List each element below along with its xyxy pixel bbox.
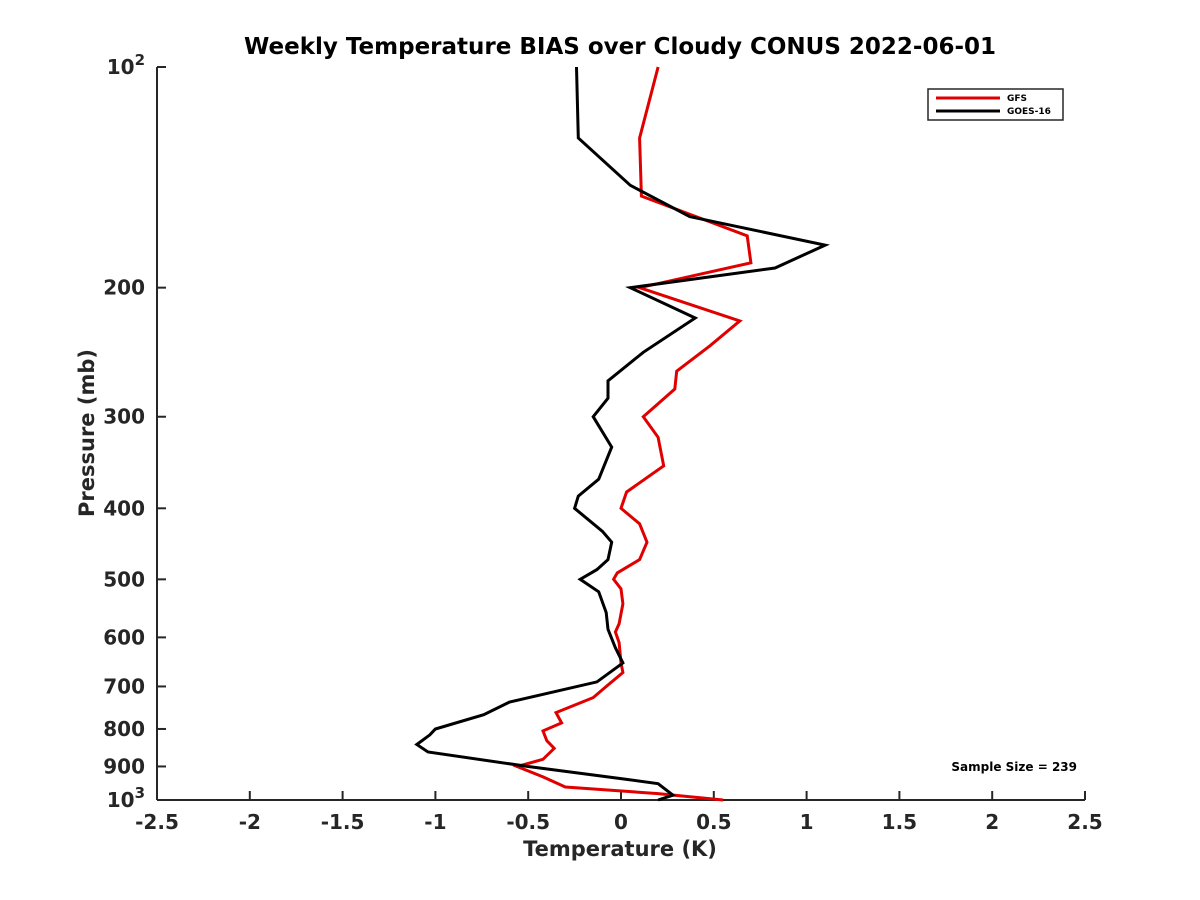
y-tick-label: 300 [103,405,145,429]
legend-box [927,88,1064,121]
x-tick-label: 2 [985,810,999,834]
legend-label: GFS [1007,94,1027,104]
x-tick-label: 1 [800,810,814,834]
chart-title: Weekly Temperature BIAS over Cloudy CONU… [244,34,996,60]
y-tick-label: 102 [107,51,145,79]
y-tick-label: 103 [107,784,145,812]
x-tick-label: 0 [614,810,628,834]
x-tick-label: 2.5 [1067,810,1102,834]
y-tick-label: 400 [103,496,145,520]
y-tick-label: 600 [103,625,145,649]
y-tick-label: 800 [103,717,145,741]
x-tick-label: -2 [239,810,261,834]
series-line-goes-16 [414,66,830,802]
sample-size-annotation: Sample Size = 239 [951,760,1077,774]
x-tick-label: -1.5 [321,810,365,834]
series-line-gfs [512,66,753,802]
x-tick-label: -2.5 [135,810,179,834]
y-tick-label: 900 [103,754,145,778]
y-tick-label: 500 [103,567,145,591]
x-tick-label: 0.5 [696,810,731,834]
axes: -2.5 -2 -1.5 -1 -0.5 0 0.5 1 1.5 2 2.5 102 200 300 400… [103,51,1102,834]
series-lines [414,66,830,802]
x-tick-label: -0.5 [506,810,550,834]
legend-label: GOES-16 [1007,107,1051,117]
x-axis-label: Temperature (K) [523,837,717,861]
y-tick-label: 700 [103,674,145,698]
x-tick-label: 1.5 [882,810,917,834]
x-tick-label: -1 [424,810,446,834]
y-tick-label: 200 [103,276,145,300]
legend: GFS GOES-16 [927,88,1064,121]
y-axis-label: Pressure (mb) [75,349,99,517]
